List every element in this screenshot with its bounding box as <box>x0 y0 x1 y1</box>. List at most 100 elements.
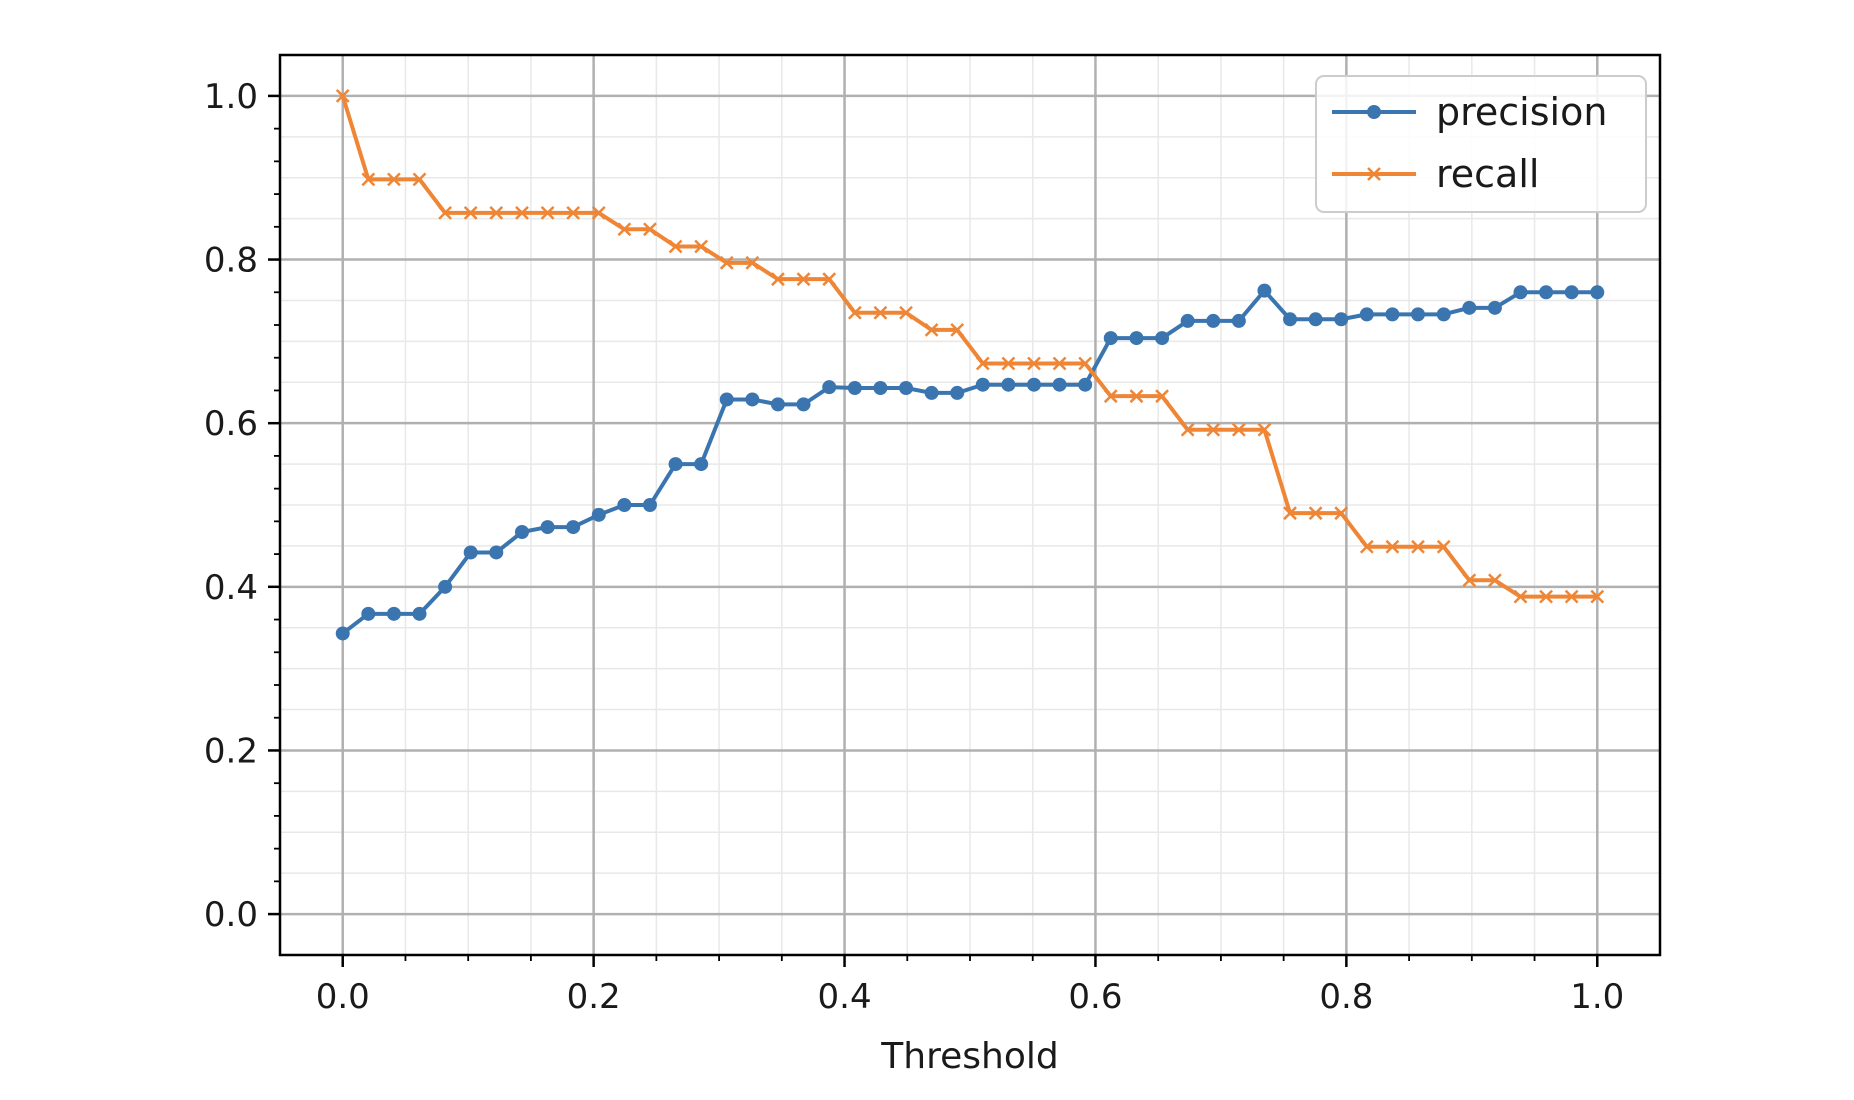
recall-point <box>540 206 555 220</box>
precision-point <box>617 498 632 512</box>
precision-point <box>438 579 453 594</box>
precision-point <box>1103 331 1118 346</box>
recall-point <box>1052 356 1067 371</box>
recall-point <box>1488 573 1502 588</box>
recall-point <box>1206 422 1221 437</box>
recall-point <box>1513 589 1528 604</box>
precision-point <box>1564 285 1579 300</box>
recall-point <box>1359 539 1374 554</box>
recall-point <box>335 89 350 103</box>
recall-point <box>745 255 760 270</box>
recall-point <box>489 206 504 220</box>
recall-point <box>1001 356 1016 371</box>
recall-point <box>387 172 401 187</box>
recall-line <box>340 93 1600 599</box>
precision-point <box>463 545 478 560</box>
precision-point <box>1359 307 1374 322</box>
recall-point <box>412 172 427 187</box>
legend: precision recall <box>1315 75 1647 213</box>
recall-point <box>1155 389 1169 404</box>
precision-point <box>1308 312 1323 327</box>
legend-label: recall <box>1436 152 1539 196</box>
x-tick-label: 0.6 <box>1068 977 1122 1017</box>
legend-swatch-marker <box>1367 167 1381 181</box>
precision-point <box>1155 331 1170 346</box>
y-tick-label: 1.0 <box>204 77 258 117</box>
recall-point <box>950 323 965 337</box>
precision-point <box>642 498 657 512</box>
recall-point <box>771 272 785 287</box>
x-axis-label: Threshold <box>880 1036 1058 1077</box>
precision-point <box>1590 285 1605 300</box>
legend-entry-recall: recall <box>1332 152 1539 196</box>
precision-point <box>1410 307 1425 322</box>
precision-point <box>1026 377 1041 392</box>
recall-point <box>899 305 913 320</box>
precision-point <box>361 606 376 621</box>
recall-point <box>1411 539 1425 554</box>
precision-point <box>1001 377 1016 392</box>
recall-point <box>822 272 837 287</box>
y-tick-label: 0.8 <box>204 241 258 281</box>
precision-point <box>1257 283 1272 298</box>
precision-point <box>668 457 683 472</box>
series-precision <box>335 283 1605 641</box>
precision-point <box>1334 312 1349 327</box>
x-tick-label: 0.2 <box>567 977 621 1017</box>
precision-point <box>847 381 862 395</box>
y-tick-label: 0.6 <box>204 404 258 444</box>
precision-point <box>975 377 990 392</box>
recall-point <box>1180 422 1195 437</box>
recall-point <box>643 222 657 237</box>
precision-point <box>924 385 939 400</box>
precision-point <box>1385 307 1400 322</box>
recall-point <box>924 323 939 337</box>
recall-point <box>1590 589 1605 604</box>
y-tick-label: 0.0 <box>204 895 258 935</box>
series-recall <box>335 89 1605 604</box>
recall-point <box>873 305 888 320</box>
recall-point <box>617 222 632 237</box>
recall-point <box>1283 506 1297 521</box>
recall-point <box>1257 422 1272 437</box>
precision-point <box>515 525 530 539</box>
precision-point <box>1462 300 1477 315</box>
precision-point <box>899 381 914 395</box>
precision-point <box>1129 331 1144 346</box>
precision-point <box>540 520 555 535</box>
recall-point <box>591 206 606 220</box>
legend-label: precision <box>1436 90 1607 134</box>
recall-point <box>847 305 862 320</box>
y-tick-label: 0.4 <box>204 568 258 608</box>
series-layer <box>335 89 1605 641</box>
recall-point <box>1564 589 1579 604</box>
recall-point <box>1462 573 1477 588</box>
recall-point <box>1129 389 1144 404</box>
x-tick-label: 1.0 <box>1570 977 1624 1017</box>
precision-point <box>591 507 606 522</box>
recall-point <box>1385 539 1400 554</box>
recall-point <box>1539 589 1553 604</box>
precision-point <box>1180 313 1195 328</box>
recall-point <box>1231 422 1246 437</box>
tick-labels: 0.0 0.2 0.4 0.6 0.8 1.0 0.0 0.2 0.4 0.6 0.8 1.0 <box>204 77 1624 1017</box>
recall-point <box>1334 506 1349 521</box>
recall-point <box>566 206 581 220</box>
precision-point <box>412 606 427 621</box>
x-tick-label: 0.0 <box>316 977 370 1017</box>
precision-point <box>770 397 785 412</box>
precision-point <box>1231 313 1246 328</box>
y-tick-label: 0.2 <box>204 731 258 771</box>
precision-point <box>1539 285 1554 300</box>
recall-point <box>438 206 452 220</box>
x-tick-label: 0.8 <box>1319 977 1373 1017</box>
precision-point <box>694 457 709 472</box>
precision-point <box>386 606 401 621</box>
precision-point <box>719 392 734 407</box>
precision-point <box>745 392 760 407</box>
recall-point <box>668 239 683 254</box>
precision-point <box>1078 377 1093 392</box>
axis-ticks <box>268 94 1599 967</box>
recall-point <box>719 255 734 270</box>
